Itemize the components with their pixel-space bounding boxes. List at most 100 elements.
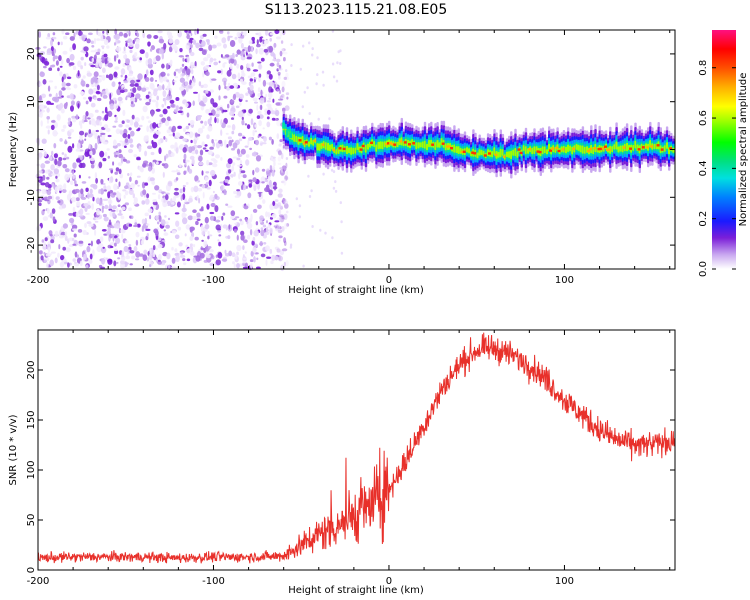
heatmap-noise-cell [240,65,244,70]
heatmap-noise-cell [257,135,260,139]
heatmap-noise-cell [157,85,163,91]
heatmap-noise-cell [127,134,131,139]
heatmap-noise-cell [74,188,80,193]
heatmap-noise-cell [166,31,171,36]
heatmap-noise-cell [115,237,121,244]
heatmap-noise-cell [43,251,46,255]
heatmap-trace-peak [370,141,375,144]
heatmap-noise-cell [173,80,177,83]
heatmap-noise-cell [182,138,187,142]
heatmap-noise-cell [258,73,262,78]
heatmap-noise-cell [208,249,214,253]
heatmap-noise-cell [115,167,120,172]
heatmap-noise-cell [115,222,121,229]
heatmap-noise-cell [147,58,153,65]
heatmap-noise-cell [247,234,251,240]
heatmap-noise-cell [248,136,253,141]
heatmap-noise-cell [174,187,179,191]
heatmap-noise-cell [215,259,221,266]
heatmap-noise-cell [196,218,201,221]
heatmap-noise-cell [219,181,225,184]
heatmap-trace-cell [653,143,656,150]
colorbar-axis: 0.00.20.40.60.8 [698,60,736,277]
heatmap-noise-cell [156,95,159,101]
heatmap-noise-cell [131,255,136,260]
heatmap-noise-cell [273,83,277,89]
heatmap-noise-cell [108,168,114,171]
heatmap-noise-cell [340,251,344,255]
heatmap-trace-peak [342,147,347,151]
heatmap-noise-cell [90,40,95,45]
heatmap-noise-cell [148,93,153,97]
heatmap-noise-cell [197,187,203,192]
heatmap-noise-cell [81,118,86,124]
heatmap-noise-cell [124,190,129,196]
heatmap-noise-cell [242,260,247,264]
heatmap-noise-cell [103,39,109,46]
heatmap-noise-cell [198,155,203,162]
heatmap-noise-cell [77,103,80,109]
heatmap-noise-cell [178,242,183,247]
heatmap-noise-cell [107,110,113,117]
heatmap-noise-cell [264,112,268,116]
heatmap-noise-cell [265,93,268,98]
heatmap-noise-cell [221,56,227,59]
heatmap-noise-cell [240,31,244,35]
heatmap-noise-cell [245,99,248,103]
heatmap-noise-cell [213,58,217,61]
heatmap-noise-cell [234,228,237,233]
heatmap-noise-cell [264,29,269,36]
heatmap-noise-cell [137,127,141,131]
heatmap-noise-cell [129,215,132,219]
heatmap-noise-cell [128,42,134,48]
heatmap-noise-cell [61,203,67,209]
heatmap-noise-cell [175,97,180,101]
heatmap-noise-cell [71,196,77,203]
heatmap-trace-cell [356,143,359,151]
heatmap-trace-cell [505,151,509,158]
heatmap-noise-cell [204,144,208,147]
heatmap-noise-cell [76,142,81,150]
heatmap-noise-cell [106,74,109,79]
heatmap-noise-cell [283,261,286,267]
heatmap-noise-cell [235,216,240,219]
heatmap-noise-cell [315,82,318,86]
heatmap-noise-cell [231,147,235,151]
heatmap-noise-cell [125,96,128,101]
heatmap-trace-peak [445,145,450,148]
heatmap-noise-cell [249,147,253,151]
heatmap-noise-cell [117,96,123,102]
heatmap-noise-cell [194,175,199,182]
heatmap-noise-cell [238,132,243,137]
heatmap-noise-cell [224,179,229,183]
snr-y-tick-label: 100 [26,460,37,479]
heatmap-noise-cell [147,63,153,69]
heatmap-noise-cell [72,65,77,71]
heatmap-noise-cell [272,186,278,190]
heatmap-noise-cell [163,136,166,140]
heatmap-noise-cell [266,256,272,259]
heatmap-noise-cell [55,175,58,179]
heatmap-noise-cell [130,130,135,137]
heatmap-noise-cell [191,158,195,165]
heatmap-noise-cell [123,33,128,38]
heatmap-noise-cell [166,106,171,109]
heatmap-noise-cell [248,179,253,182]
heatmap-trace-cell [326,142,330,151]
heatmap-noise-cell [155,79,157,82]
heatmap-noise-cell [38,170,43,174]
heatmap-noise-cell [298,215,301,219]
heatmap-noise-cell [216,117,220,124]
heatmap-trace-peak [403,141,408,144]
heatmap-noise-cell [266,70,271,75]
heatmap-noise-cell [202,33,207,37]
heatmap-noise-cell [80,65,83,70]
heatmap-noise-cell [110,176,114,183]
heatmap-noise-cell [193,91,198,94]
heatmap-noise-cell [116,261,119,264]
heatmap-noise-cell [101,45,105,48]
heatmap-noise-cell [222,62,226,68]
heatmap-noise-cell [177,68,181,74]
heatmap-noise-cell [177,125,182,129]
heatmap-noise-cell [168,133,174,137]
